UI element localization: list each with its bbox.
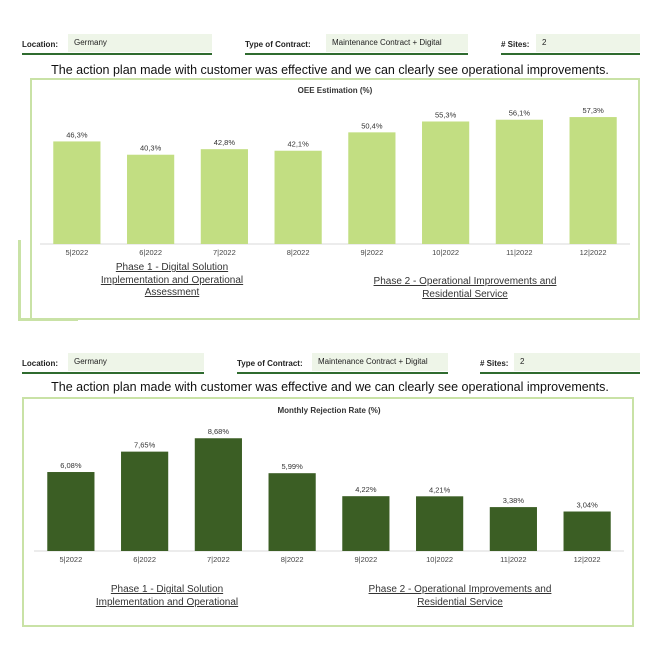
data-label: 55,3%: [435, 110, 457, 119]
data-label: 56,1%: [509, 109, 531, 118]
phase-1-label: Phase 1 - Digital Solution Implementatio…: [95, 584, 239, 608]
bar-8|2022: [274, 150, 322, 244]
data-label: 40,3%: [140, 144, 162, 153]
location-value: Germany: [68, 34, 212, 52]
bar-5|2022: [53, 141, 101, 244]
rejection-chart: Monthly Rejection Rate (%) 6,08% 5|2022 7,6…: [34, 406, 624, 564]
data-label: 3,04%: [576, 501, 598, 510]
sites-label: # Sites:: [501, 40, 530, 49]
contract-type-value: Maintenance Contract + Digital: [326, 34, 468, 52]
chart-frame: [30, 78, 640, 320]
underline: [237, 372, 448, 374]
frame-accent: [18, 318, 78, 321]
underline: [22, 53, 212, 55]
bar-10|2022: [422, 121, 470, 244]
bar-12|2022: [563, 511, 611, 551]
x-tick-label: 12|2022: [580, 248, 607, 257]
bar-10|2022: [416, 496, 464, 551]
data-label: 3,38%: [503, 496, 525, 505]
headline: The action plan made with customer was e…: [51, 380, 609, 394]
contract-type-label: Type of Contract:: [245, 40, 311, 49]
underline: [245, 53, 468, 55]
bar-8|2022: [268, 473, 316, 551]
x-tick-label: 9|2022: [360, 248, 383, 257]
bar-11|2022: [489, 507, 537, 551]
x-tick-label: 11|2022: [500, 555, 526, 564]
panel-oee: Location: Germany Type of Contract: Main…: [0, 34, 660, 321]
bar-6|2022: [121, 451, 169, 551]
data-label: 6,08%: [60, 461, 82, 470]
info-row: Location: Germany Type of Contract: Main…: [0, 34, 660, 56]
contract-type-value: Maintenance Contract + Digital: [312, 353, 448, 371]
info-row: Location: Germany Type of Contract: Main…: [0, 353, 660, 375]
phase-2-label: Phase 2 - Operational Improvements and R…: [368, 584, 552, 608]
bar-12|2022: [569, 117, 617, 244]
data-label: 4,21%: [429, 485, 451, 494]
bar-6|2022: [127, 154, 175, 244]
contract-type-label: Type of Contract:: [237, 359, 303, 368]
phase-2-label: Phase 2 - Operational Improvements and R…: [373, 276, 557, 300]
data-label: 4,22%: [355, 485, 377, 494]
headline: The action plan made with customer was e…: [51, 63, 609, 77]
sites-value: 2: [536, 34, 640, 52]
underline: [501, 53, 640, 55]
x-tick-label: 7|2022: [207, 555, 230, 564]
x-tick-label: 6|2022: [139, 248, 162, 257]
data-label: 46,3%: [66, 130, 88, 139]
x-tick-label: 6|2022: [133, 555, 156, 564]
data-label: 50,4%: [361, 121, 383, 130]
data-label: 5,99%: [281, 462, 303, 471]
bar-5|2022: [47, 472, 95, 551]
x-tick-label: 5|2022: [59, 555, 82, 564]
chart-title: Monthly Rejection Rate (%): [277, 406, 380, 415]
sites-value: 2: [514, 353, 640, 371]
data-label: 42,8%: [214, 138, 236, 147]
frame-accent: [18, 240, 21, 320]
chart-frame: [22, 397, 634, 627]
bar-9|2022: [348, 132, 396, 244]
bar-7|2022: [200, 149, 248, 244]
chart-title: OEE Estimation (%): [298, 86, 373, 95]
data-label: 7,65%: [134, 441, 156, 450]
x-tick-label: 10|2022: [426, 555, 453, 564]
underline: [480, 372, 640, 374]
underline: [22, 372, 204, 374]
bar-7|2022: [194, 438, 242, 551]
x-tick-label: 11|2022: [506, 248, 532, 257]
x-tick-label: 10|2022: [432, 248, 459, 257]
oee-chart: OEE Estimation (%) 46,3% 5|2022 40,3% 6|2022…: [40, 86, 630, 257]
x-tick-label: 8|2022: [281, 555, 304, 564]
bar-11|2022: [495, 119, 543, 244]
sites-label: # Sites:: [480, 359, 509, 368]
x-tick-label: 8|2022: [287, 248, 310, 257]
location-value: Germany: [68, 353, 204, 371]
bar-9|2022: [342, 496, 390, 551]
x-tick-label: 12|2022: [574, 555, 601, 564]
data-label: 57,3%: [582, 106, 604, 115]
data-label: 42,1%: [287, 140, 309, 149]
x-tick-label: 7|2022: [213, 248, 236, 257]
x-tick-label: 9|2022: [354, 555, 377, 564]
data-label: 8,68%: [208, 427, 230, 436]
phase-1-label: Phase 1 - Digital Solution Implementatio…: [100, 262, 244, 298]
x-tick-label: 5|2022: [65, 248, 88, 257]
location-label: Location:: [22, 359, 58, 368]
location-label: Location:: [22, 40, 58, 49]
